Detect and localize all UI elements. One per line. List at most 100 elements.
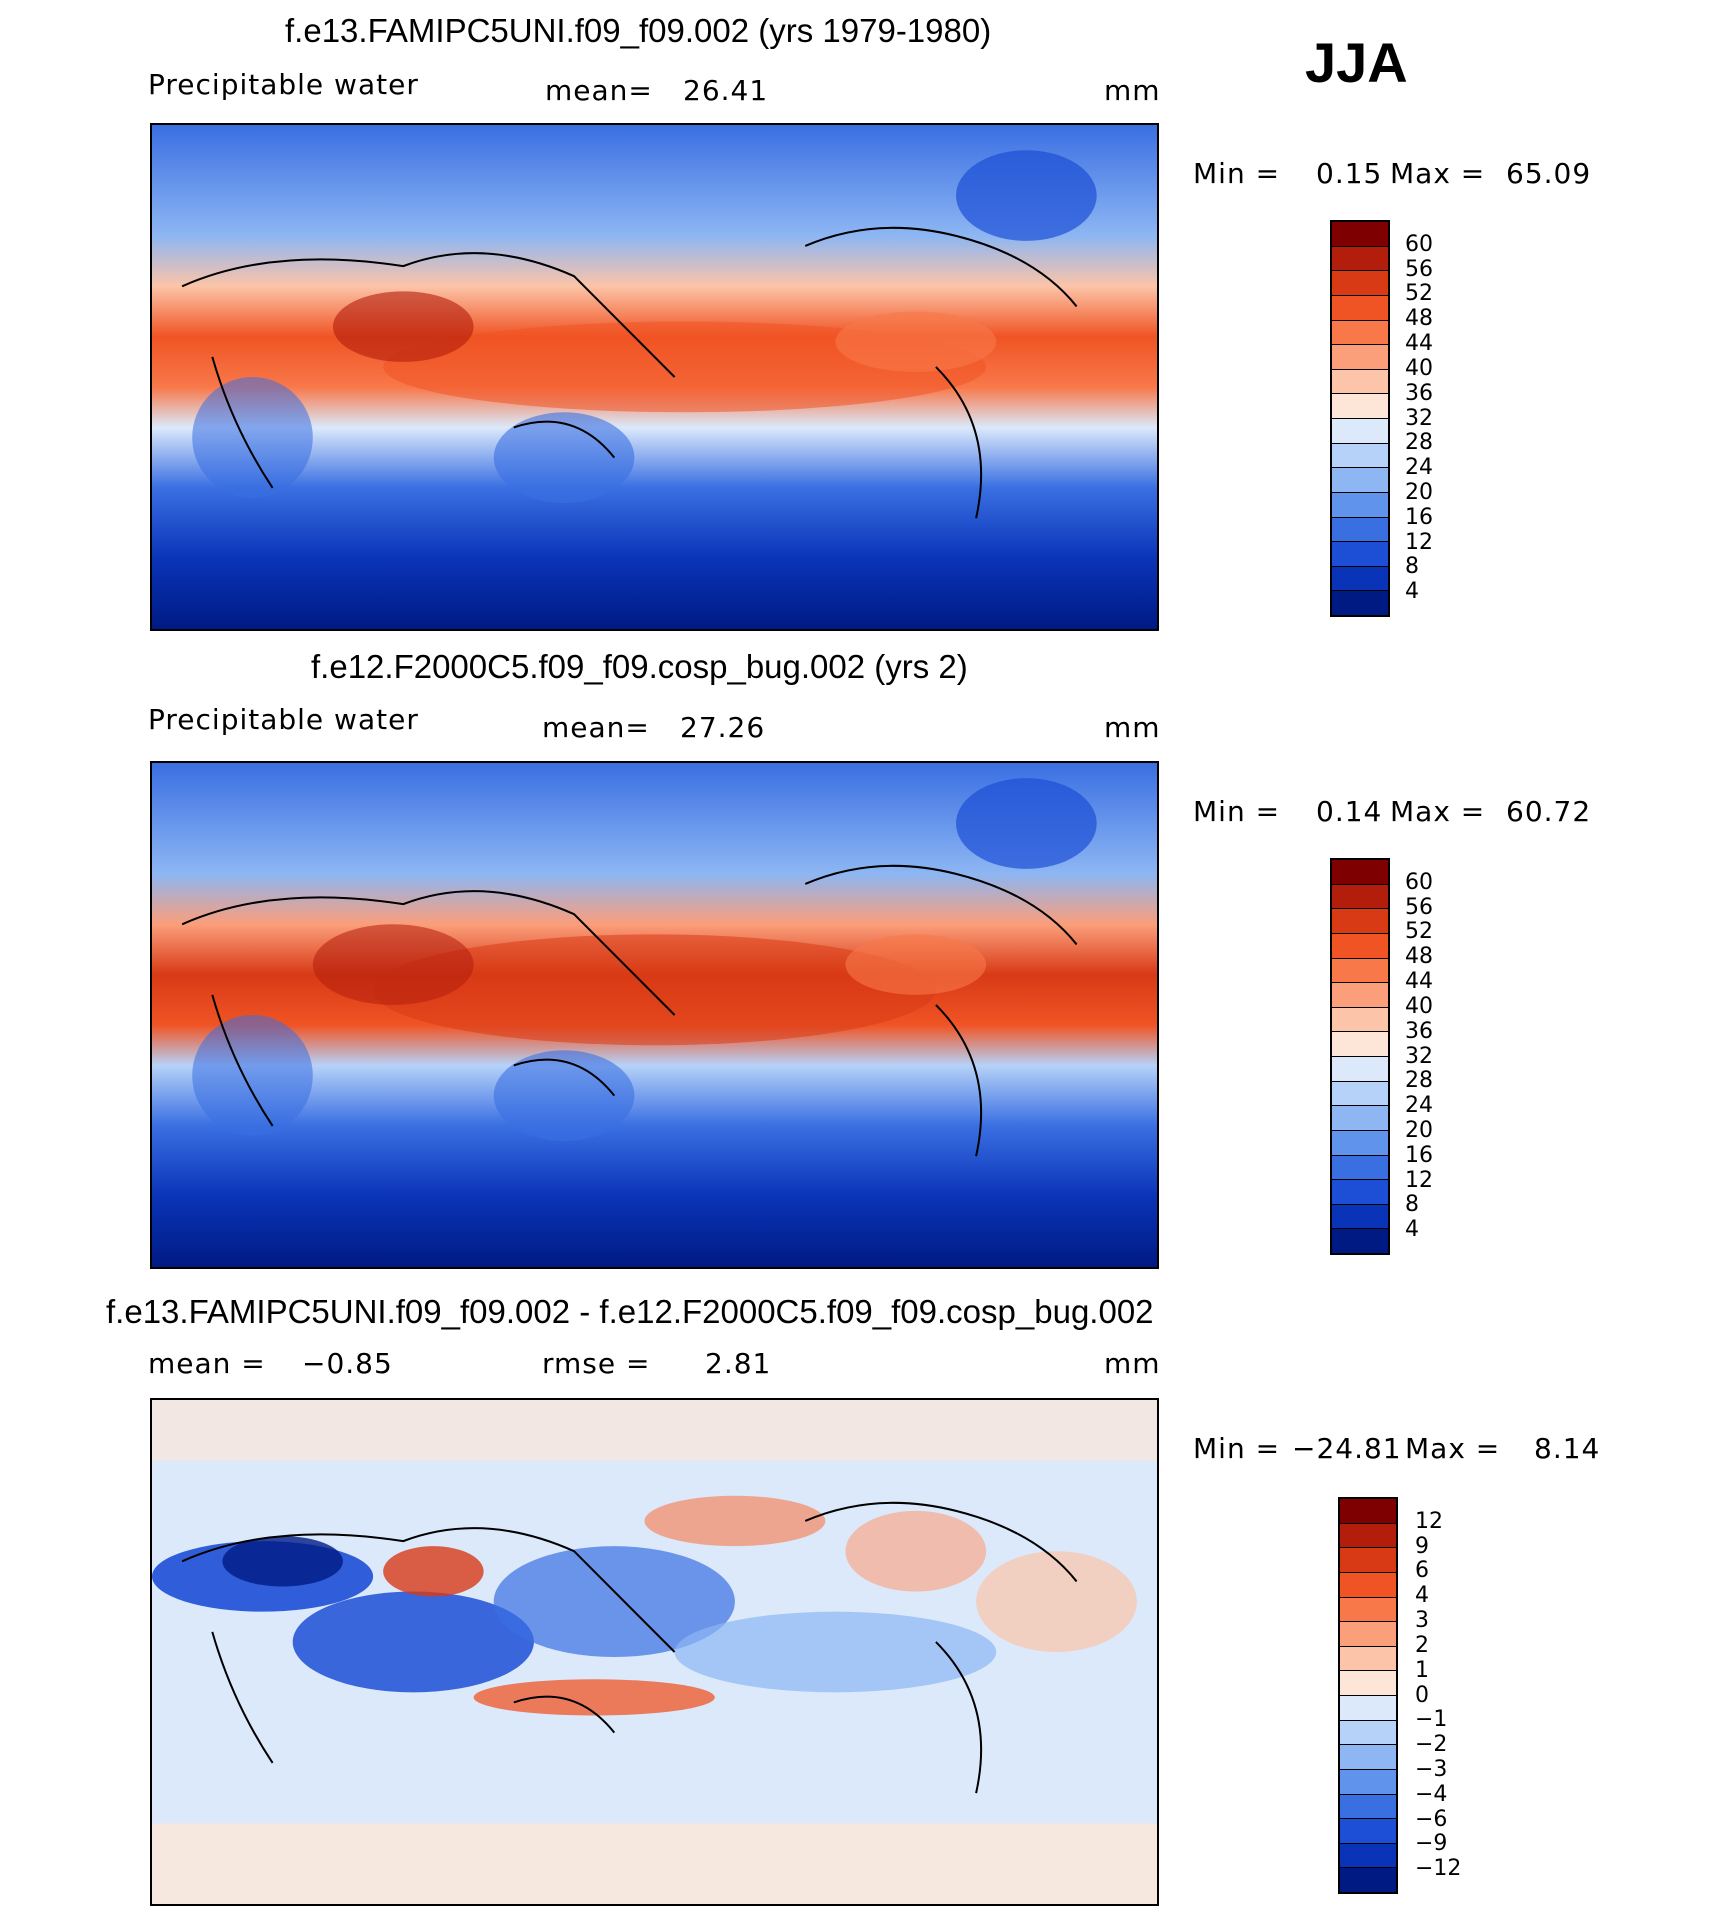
panel1-min-label: Min = — [1193, 157, 1281, 190]
colorbar-tick-label: 4 — [1415, 1583, 1429, 1609]
panel3-colorbar — [1338, 1497, 1398, 1894]
panel3-rmse-value: 2.81 — [705, 1347, 772, 1380]
colorbar-swatch — [1332, 1155, 1388, 1181]
panel2-min-value: 0.14 — [1316, 795, 1383, 828]
panel2-max-value: 60.72 — [1506, 795, 1592, 828]
colorbar-tick-label: 48 — [1405, 306, 1433, 332]
colorbar-tick-label: 9 — [1415, 1533, 1429, 1559]
colorbar-swatch — [1332, 1081, 1388, 1107]
colorbar-tick-label: 12 — [1405, 1167, 1433, 1193]
panel2-colorbar — [1330, 858, 1390, 1255]
colorbar-tick-label: 1 — [1415, 1657, 1429, 1683]
colorbar-tick-label: 44 — [1405, 969, 1433, 995]
colorbar-swatch — [1332, 443, 1388, 469]
colorbar-swatch — [1332, 394, 1388, 419]
colorbar-swatch — [1332, 958, 1388, 984]
colorbar-swatch — [1332, 1130, 1388, 1156]
colorbar-swatch — [1332, 566, 1388, 592]
colorbar-swatch — [1340, 1819, 1396, 1844]
colorbar-tick-label: 48 — [1405, 944, 1433, 970]
colorbar-tick-label: 36 — [1405, 380, 1433, 406]
panel2-max-label: Max = — [1390, 795, 1486, 828]
colorbar-tick-label: 12 — [1405, 529, 1433, 555]
colorbar-tick-label: 4 — [1405, 1217, 1419, 1243]
panel1-mean-value: 26.41 — [683, 74, 769, 107]
colorbar-swatch — [1340, 1696, 1396, 1721]
colorbar-swatch — [1332, 369, 1388, 395]
colorbar-swatch — [1332, 419, 1388, 444]
colorbar-tick-label: 44 — [1405, 331, 1433, 357]
colorbar-tick-label: 12 — [1415, 1508, 1443, 1534]
colorbar-tick-label: 40 — [1405, 993, 1433, 1019]
colorbar-swatch — [1340, 1523, 1396, 1549]
colorbar-swatch — [1332, 1007, 1388, 1033]
panel2-mean-value: 27.26 — [680, 711, 766, 744]
colorbar-tick-label: 56 — [1405, 894, 1433, 920]
panel1-mean-label: mean= — [545, 74, 653, 107]
colorbar-tick-label: −2 — [1415, 1732, 1448, 1758]
panel1-max-label: Max = — [1390, 157, 1486, 190]
colorbar-swatch — [1340, 1548, 1396, 1573]
panel3-map — [150, 1398, 1159, 1906]
colorbar-swatch — [1332, 591, 1388, 615]
panel1-variable: Precipitable water — [148, 68, 419, 101]
colorbar-swatch — [1340, 1843, 1396, 1869]
panel2-map — [150, 761, 1159, 1269]
panel3-mean-value: −0.85 — [302, 1347, 393, 1380]
colorbar-tick-label: −1 — [1415, 1707, 1448, 1733]
colorbar-swatch — [1340, 1868, 1396, 1892]
colorbar-tick-label: 56 — [1405, 256, 1433, 282]
panel3-max-label: Max = — [1405, 1432, 1501, 1465]
colorbar-swatch — [1340, 1499, 1396, 1524]
colorbar-swatch — [1332, 271, 1388, 296]
colorbar-swatch — [1332, 246, 1388, 272]
colorbar-tick-label: −6 — [1415, 1806, 1448, 1832]
colorbar-swatch — [1332, 222, 1388, 247]
colorbar-tick-label: 28 — [1405, 1068, 1433, 1094]
colorbar-swatch — [1332, 468, 1388, 493]
colorbar-tick-label: 3 — [1415, 1608, 1429, 1634]
colorbar-swatch — [1332, 1204, 1388, 1230]
panel2-title: f.e12.F2000C5.f09_f09.cosp_bug.002 (yrs … — [311, 648, 968, 685]
colorbar-tick-label: 36 — [1405, 1018, 1433, 1044]
panel3-max-value: 8.14 — [1534, 1432, 1601, 1465]
colorbar-swatch — [1332, 933, 1388, 959]
colorbar-swatch — [1340, 1572, 1396, 1598]
colorbar-swatch — [1332, 345, 1388, 370]
colorbar-tick-label: 0 — [1415, 1682, 1429, 1708]
colorbar-tick-label: 16 — [1405, 504, 1433, 530]
colorbar-tick-label: 8 — [1405, 554, 1419, 580]
colorbar-swatch — [1340, 1769, 1396, 1795]
colorbar-swatch — [1332, 1229, 1388, 1253]
panel3-min-label: Min = — [1193, 1432, 1281, 1465]
colorbar-tick-label: 24 — [1405, 1093, 1433, 1119]
colorbar-tick-label: 6 — [1415, 1558, 1429, 1584]
colorbar-swatch — [1340, 1720, 1396, 1746]
colorbar-swatch — [1332, 492, 1388, 518]
colorbar-swatch — [1332, 884, 1388, 910]
panel3-mean-label: mean = — [148, 1347, 266, 1380]
colorbar-tick-label: 4 — [1405, 579, 1419, 605]
colorbar-swatch — [1332, 1057, 1388, 1082]
colorbar-swatch — [1340, 1622, 1396, 1647]
panel2-mean-label: mean= — [542, 711, 650, 744]
colorbar-swatch — [1340, 1745, 1396, 1770]
panel3-rmse-label: rmse = — [542, 1347, 651, 1380]
colorbar-tick-label: 40 — [1405, 355, 1433, 381]
colorbar-swatch — [1332, 983, 1388, 1008]
colorbar-swatch — [1332, 1106, 1388, 1131]
panel2-variable: Precipitable water — [148, 703, 419, 736]
panel3-title: f.e13.FAMIPC5UNI.f09_f09.002 - f.e12.F20… — [106, 1293, 1154, 1330]
colorbar-tick-label: 60 — [1405, 869, 1433, 895]
colorbar-tick-label: 20 — [1405, 479, 1433, 505]
panel1-map — [150, 123, 1159, 631]
colorbar-swatch — [1332, 320, 1388, 346]
colorbar-swatch — [1332, 295, 1388, 321]
colorbar-tick-label: 16 — [1405, 1142, 1433, 1168]
colorbar-tick-label: 32 — [1405, 1043, 1433, 1069]
panel3-units: mm — [1104, 1347, 1161, 1380]
colorbar-tick-label: −9 — [1415, 1831, 1448, 1857]
colorbar-tick-label: 52 — [1405, 919, 1433, 945]
colorbar-tick-label: 28 — [1405, 430, 1433, 456]
panel2-units: mm — [1104, 711, 1161, 744]
